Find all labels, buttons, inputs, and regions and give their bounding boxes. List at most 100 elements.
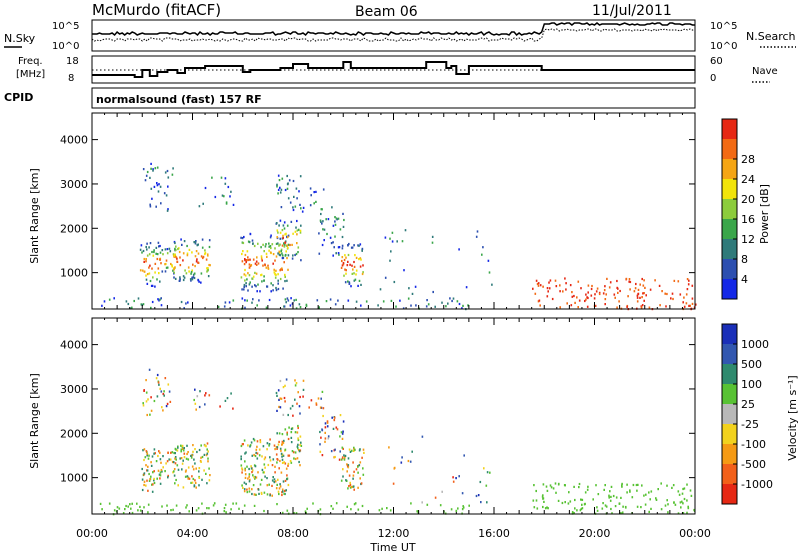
data-point [251, 301, 253, 304]
data-point [143, 483, 145, 487]
data-point [299, 395, 301, 399]
data-point [286, 244, 288, 247]
data-point [255, 260, 258, 263]
data-point [571, 511, 574, 514]
colorbar-tick-label: 16 [741, 213, 755, 226]
data-point [296, 242, 298, 245]
data-point [381, 507, 383, 510]
data-point [305, 303, 308, 306]
data-point [256, 457, 259, 460]
data-point [189, 278, 192, 281]
data-point [241, 241, 244, 244]
data-point [284, 253, 287, 257]
data-point [192, 444, 194, 447]
data-point [323, 239, 325, 242]
data-point [166, 504, 168, 507]
data-point [160, 461, 162, 464]
data-point [243, 263, 246, 266]
power-data-points [101, 162, 697, 311]
data-point [614, 505, 617, 508]
data-point [263, 275, 265, 278]
data-point [244, 473, 247, 476]
data-point [358, 449, 361, 452]
data-point [296, 233, 298, 236]
data-point [462, 505, 464, 508]
data-point [225, 202, 228, 205]
data-point [334, 448, 336, 451]
data-point [276, 222, 278, 225]
data-point [671, 486, 673, 489]
data-point [282, 441, 285, 444]
data-point [306, 507, 308, 510]
data-point [140, 303, 143, 306]
data-point [290, 427, 293, 431]
data-point [191, 269, 193, 272]
data-point [327, 218, 330, 221]
data-point [188, 477, 191, 480]
data-point [283, 461, 285, 464]
data-point [260, 255, 263, 258]
data-point [353, 272, 355, 275]
data-point [141, 303, 143, 306]
data-point [159, 244, 161, 248]
data-point [268, 242, 270, 245]
colorbar-frame [721, 118, 738, 300]
data-point [276, 229, 279, 232]
data-point [200, 255, 203, 258]
data-point [158, 473, 161, 476]
data-point [200, 272, 203, 275]
data-point [341, 446, 344, 449]
data-point [391, 231, 394, 234]
data-point [146, 242, 148, 245]
data-point [320, 397, 322, 400]
data-point [351, 246, 354, 249]
data-point [190, 481, 192, 484]
data-point [287, 413, 289, 417]
data-point [342, 468, 344, 471]
cpid-label: CPID [4, 91, 33, 104]
data-point [319, 450, 322, 453]
data-point [178, 279, 181, 282]
data-point [149, 264, 151, 267]
data-point [285, 301, 287, 304]
data-point [626, 305, 628, 308]
data-point [362, 271, 364, 274]
data-point [155, 460, 158, 463]
data-point [168, 458, 170, 461]
data-point [277, 389, 280, 392]
data-point [334, 216, 336, 219]
data-point [153, 249, 155, 252]
data-point [300, 207, 302, 210]
data-point [266, 484, 269, 487]
data-point [270, 282, 272, 285]
data-point [673, 279, 676, 282]
data-point [320, 220, 322, 223]
data-point [340, 431, 343, 434]
data-point [154, 285, 156, 288]
data-point [241, 467, 243, 470]
data-point [335, 502, 338, 505]
data-point [610, 507, 612, 511]
data-point [191, 278, 194, 281]
data-point [348, 448, 351, 451]
data-point [187, 466, 190, 469]
data-point [280, 248, 283, 251]
data-point [649, 288, 652, 291]
x-tick-label: 08:00 [277, 527, 309, 540]
data-point [326, 420, 329, 423]
data-point [191, 454, 193, 457]
data-point [156, 184, 159, 187]
data-point [452, 480, 455, 483]
data-point [284, 479, 287, 482]
data-point [156, 253, 159, 256]
data-point [407, 459, 410, 463]
data-point [268, 298, 271, 302]
data-point [294, 379, 296, 382]
data-point [152, 471, 154, 474]
x-tick-label: 00:00 [679, 527, 711, 540]
data-point [611, 512, 613, 515]
data-point [192, 450, 194, 453]
data-point [431, 241, 434, 244]
data-point [257, 283, 259, 286]
